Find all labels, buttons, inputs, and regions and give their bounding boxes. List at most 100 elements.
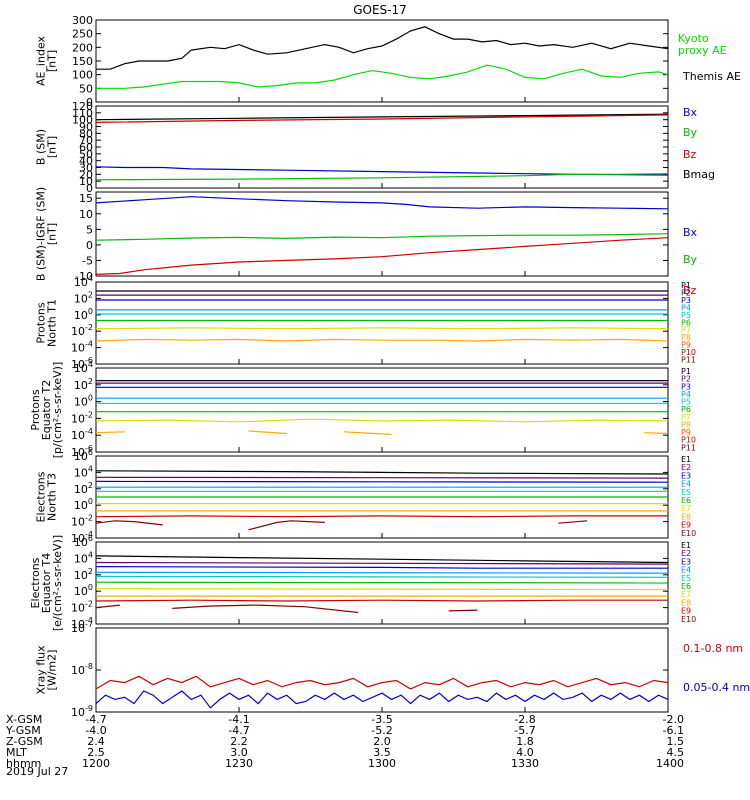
x-row-label-y-gsm: Y-GSM — [5, 724, 41, 737]
legend-entry-p3: P3 — [681, 296, 691, 305]
y-tick-label: 10-2 — [71, 323, 93, 338]
x-value: 1330 — [511, 757, 539, 770]
series-e1 — [95, 470, 669, 475]
series-0-1-0-8-nm — [95, 675, 669, 690]
y-axis-label: North T1 — [46, 299, 59, 347]
legend-entry-e2: E2 — [681, 463, 691, 472]
y-tick-label: 10 — [79, 208, 93, 221]
legend-entry-e4: E4 — [681, 566, 691, 575]
x-value: 4.0 — [516, 746, 534, 759]
y-tick-label: 100 — [74, 307, 93, 322]
y-tick-label: 104 — [74, 550, 93, 565]
y-tick-label: 50 — [79, 82, 93, 95]
x-value: -5.2 — [371, 724, 392, 737]
series-p8a — [95, 431, 125, 434]
legend-entry-e6: E6 — [681, 496, 691, 505]
legend-entry-e6: E6 — [681, 582, 691, 591]
y-axis-label: North T3 — [46, 473, 59, 521]
series-bz — [95, 237, 669, 275]
x-value: 4.5 — [667, 746, 685, 759]
y-tick-label: 10-4 — [71, 340, 93, 355]
legend-entry-p8: P8 — [681, 333, 691, 342]
y-tick-label: 100 — [74, 583, 93, 598]
x-axis-table: X-GSM -4.7 -4.1 -3.5 -2.8 -2.0Y-GSM -4.0 -4.7 -5… — [5, 713, 684, 770]
y-axis-label: Electrons — [35, 471, 48, 522]
legend-entry-e2: E2 — [681, 549, 691, 558]
series-e10a — [95, 520, 163, 526]
y-axis-label: [W/m2] — [46, 650, 59, 691]
legend-entry-p3: P3 — [681, 382, 691, 391]
y-tick-label: 150 — [72, 55, 93, 68]
series-p8 — [95, 338, 669, 342]
legend-entry-p7: P7 — [681, 413, 691, 422]
legend-entry-bx: Bx — [683, 226, 698, 239]
y-tick-label: 100 — [74, 497, 93, 512]
series-e5 — [95, 575, 669, 578]
legend-entry-bmag: Bmag — [683, 168, 715, 181]
y-tick-label: 20 — [79, 168, 93, 181]
x-row-label-x-gsm: X-GSM — [6, 713, 42, 726]
legend-entry-e5: E5 — [681, 488, 691, 497]
series-e10b — [172, 604, 359, 614]
x-value: -5.7 — [514, 724, 535, 737]
legend-entry-e5: E5 — [681, 574, 691, 583]
series-e9 — [95, 599, 668, 602]
y-tick-label: 250 — [72, 28, 93, 41]
legend-entry-p2: P2 — [681, 375, 691, 384]
legend-entry-0-05-0-4-nm: 0.05-0.4 nm — [683, 681, 750, 694]
legend-entry-p7: P7 — [681, 326, 691, 335]
x-value: 1300 — [368, 757, 396, 770]
y-tick-label: 70 — [79, 134, 93, 147]
y-axis-label: Protons — [35, 302, 48, 343]
legend-entry-e7: E7 — [681, 590, 691, 599]
y-axis-label: Equator T4 — [40, 553, 53, 613]
y-axis-label: [nT] — [46, 136, 59, 158]
legend-entry-e9: E9 — [681, 607, 691, 616]
chart-panels: 050100150200250300AE_index[nT]Kyotoproxy… — [29, 14, 750, 719]
series-bx — [95, 166, 669, 176]
series-e2 — [95, 476, 669, 479]
y-tick-label: 110 — [72, 107, 93, 120]
x-value: 1400 — [656, 757, 684, 770]
legend-entry-p4: P4 — [681, 303, 691, 312]
series-e3 — [95, 565, 668, 569]
y-tick-label: 10-2 — [71, 514, 93, 529]
panel-frame — [95, 191, 669, 277]
y-tick-label: 0 — [86, 182, 93, 195]
legend-entry-p11: P11 — [681, 443, 696, 452]
x-row-label-mlt: MLT — [6, 746, 27, 759]
y-tick-label: 120 — [72, 100, 93, 113]
y-tick-label: 106 — [74, 448, 93, 463]
legend-entry-e4: E4 — [681, 480, 691, 489]
y-axis-label: B (SM)-IGRF (SM) — [35, 187, 48, 281]
y-tick-label: 100 — [72, 114, 93, 127]
legend-entry-bz: Bz — [683, 148, 697, 161]
y-tick-label: 0 — [86, 239, 93, 252]
panel-bdiff: -10 -5 0 5 10 15 B (SM)-IGRF (SM)[nT] Bx By Bz — [35, 187, 698, 297]
x-value: 2.2 — [230, 735, 248, 748]
y-axis-label: [nT] — [46, 223, 59, 245]
series-by — [95, 173, 669, 181]
series-e9 — [95, 515, 668, 518]
y-tick-label: 10-2 — [71, 410, 93, 425]
series-kyoto-proxy-ae — [96, 26, 669, 70]
x-value: -3.5 — [371, 713, 392, 726]
panel-frame — [95, 627, 669, 713]
x-value: 1230 — [225, 757, 253, 770]
legend-entry-p1: P1 — [681, 367, 691, 376]
series-e10b — [248, 520, 325, 531]
y-axis-label: Electrons — [29, 557, 42, 608]
y-axis-label: Protons — [29, 389, 42, 430]
legend-entry-e7: E7 — [681, 504, 691, 513]
panel-frame — [95, 281, 669, 365]
legend-entry-0-1-0-8-nm: 0.1-0.8 nm — [683, 642, 743, 655]
x-value: 2.0 — [373, 735, 391, 748]
legend-entry-kyoto: Kyoto — [678, 32, 709, 45]
